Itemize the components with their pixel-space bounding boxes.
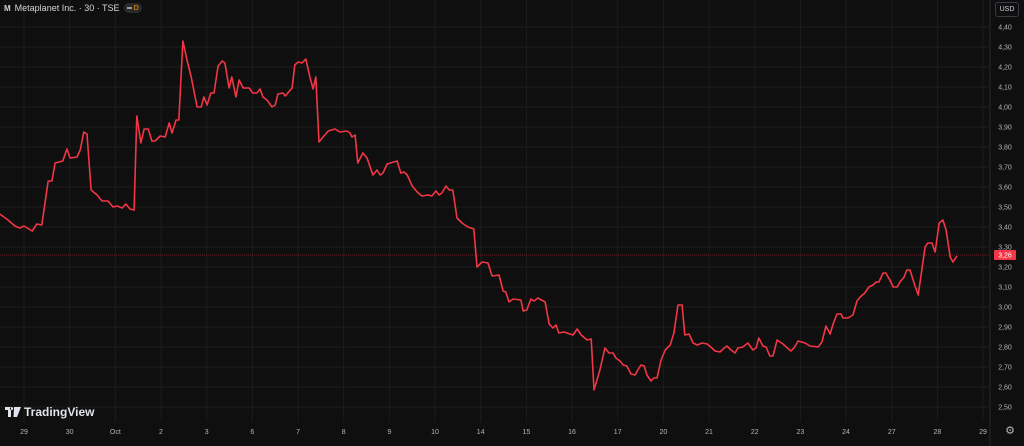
x-tick-label: 3: [205, 429, 209, 436]
x-tick-label: Oct: [110, 429, 121, 436]
x-tick-label: 7: [296, 429, 300, 436]
y-tick-label: 3,00: [998, 305, 1012, 312]
x-tick-label: 28: [934, 429, 942, 436]
x-tick-label: 30: [66, 429, 74, 436]
price-axis[interactable]: 4,40 4,30 4,20 4,10 4,00 3,90 3,80 3,70 3,60 3,50…: [994, 25, 1016, 412]
currency-button[interactable]: USD: [995, 2, 1019, 17]
time-axis[interactable]: 29 30 Oct 2 3 6 7 8 9 10 14 15 16 17 20 21 22 23 24 27 28 29: [20, 429, 987, 436]
y-tick-label: 2,80: [998, 345, 1012, 352]
y-tick-label: 2,90: [998, 325, 1012, 332]
y-tick-label: 3,60: [998, 185, 1012, 192]
x-tick-label: 8: [342, 429, 346, 436]
y-tick-label: 4,00: [998, 105, 1012, 112]
tradingview-logo[interactable]: TradingView: [5, 405, 94, 419]
price-line: [0, 40, 958, 391]
x-tick-label: 6: [250, 429, 254, 436]
x-tick-label: 2: [159, 429, 163, 436]
x-tick-label: 17: [614, 429, 622, 436]
symbol-title: Metaplanet Inc. · 30 · TSE: [14, 3, 120, 13]
last-price-label-bg: [994, 250, 1016, 260]
tradingview-logo-icon: [5, 407, 21, 417]
x-tick-label: 29: [20, 429, 28, 436]
x-tick-label: 29: [979, 429, 987, 436]
x-tick-label: 24: [842, 429, 850, 436]
y-tick-label: 4,40: [998, 25, 1012, 32]
x-tick-label: 9: [387, 429, 391, 436]
dash-icon: [126, 7, 132, 9]
badge-letter: D: [133, 4, 139, 12]
symbol-icon: M: [4, 3, 11, 13]
brand-name: TradingView: [24, 405, 95, 419]
y-tick-label: 3,80: [998, 145, 1012, 152]
y-tick-label: 3,90: [998, 125, 1012, 132]
x-tick-label: 15: [522, 429, 530, 436]
y-tick-label: 2,50: [998, 405, 1012, 412]
y-tick-label: 4,30: [998, 45, 1012, 52]
symbol-header[interactable]: M Metaplanet Inc. · 30 · TSE D: [4, 3, 142, 13]
x-tick-label: 22: [751, 429, 759, 436]
y-tick-label: 4,20: [998, 65, 1012, 72]
y-tick-label: 2,60: [998, 385, 1012, 392]
x-tick-label: 23: [796, 429, 804, 436]
x-tick-label: 10: [431, 429, 439, 436]
x-tick-label: 16: [568, 429, 576, 436]
y-tick-label: 3,30: [998, 245, 1012, 252]
market-status-badge[interactable]: D: [123, 3, 142, 13]
y-tick-label: 3,10: [998, 285, 1012, 292]
gear-icon[interactable]: ⚙: [1005, 425, 1015, 437]
y-tick-label: 3,70: [998, 165, 1012, 172]
y-tick-label: 3,40: [998, 225, 1012, 232]
x-tick-label: 14: [477, 429, 485, 436]
y-tick-label: 4,10: [998, 85, 1012, 92]
last-price-label: 3,26: [998, 253, 1012, 260]
x-tick-label: 21: [705, 429, 713, 436]
x-tick-label: 27: [888, 429, 896, 436]
y-tick-label: 3,20: [998, 265, 1012, 272]
y-tick-label: 3,50: [998, 205, 1012, 212]
x-tick-label: 20: [659, 429, 667, 436]
y-tick-label: 2,70: [998, 365, 1012, 372]
price-series: [0, 40, 990, 391]
